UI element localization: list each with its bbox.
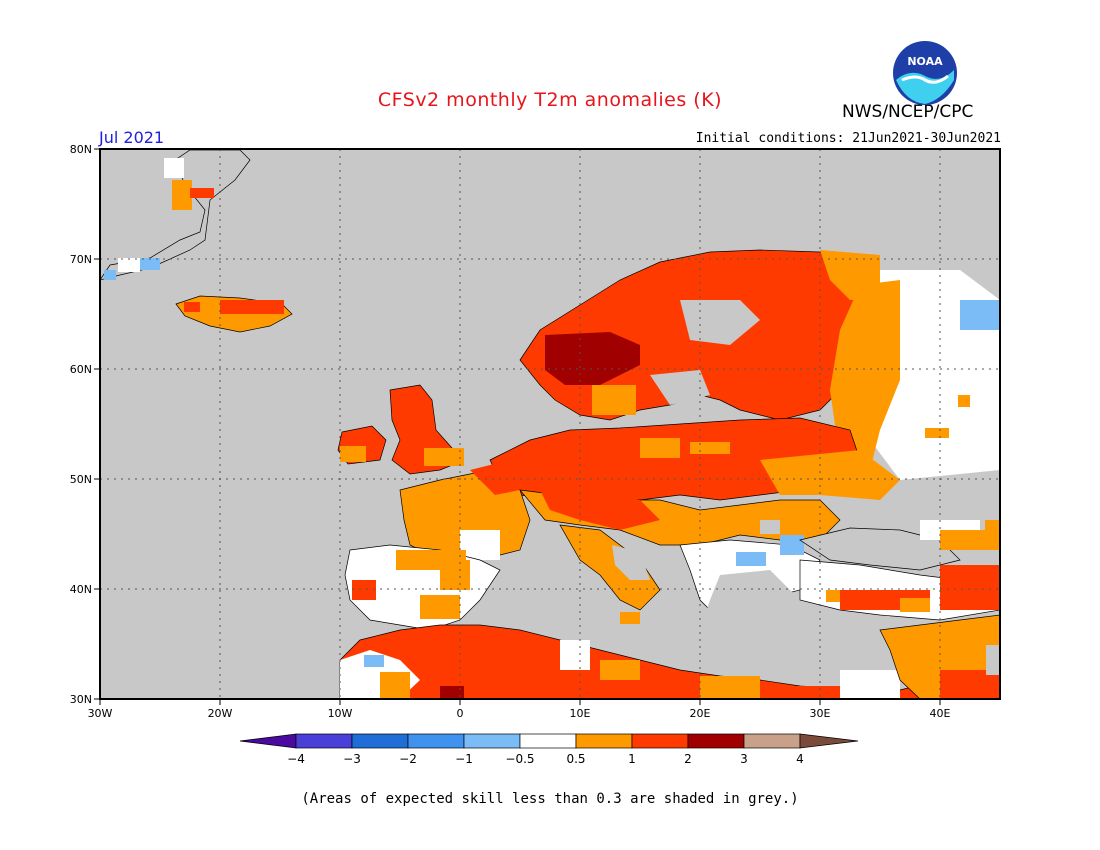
- lat-label-60n: 60N: [70, 363, 92, 376]
- legend-label-3: 3: [740, 752, 748, 766]
- lon-label-30e: 30E: [810, 707, 831, 720]
- legend-swatch-6: [575, 733, 633, 749]
- legend-label-2: 2: [684, 752, 692, 766]
- legend-swatch-8: [687, 733, 745, 749]
- land-regions: [99, 149, 1001, 700]
- lon-label-30w: 30W: [88, 707, 113, 720]
- legend-swatch-1: [295, 733, 353, 749]
- legend-label-05: 0.5: [566, 752, 585, 766]
- legend-swatch-0: [239, 733, 297, 749]
- legend-swatch-4: [463, 733, 521, 749]
- lon-label-20e: 20E: [690, 707, 711, 720]
- lon-label-40e: 40E: [930, 707, 951, 720]
- lat-label-70n: 70N: [70, 253, 92, 266]
- initial-conditions: Initial conditions: 21Jun2021-30Jun2021: [695, 131, 1001, 146]
- legend-swatch-7: [631, 733, 689, 749]
- noaa-logo-icon: NOAA: [893, 41, 957, 105]
- lat-label-40n: 40N: [70, 583, 92, 596]
- legend-label-minus1: −1: [455, 752, 473, 766]
- lon-label-20w: 20W: [208, 707, 233, 720]
- map-ticks: [94, 148, 941, 705]
- map-panel: 80N 70N 60N 50N 40N 30N 30W 20W 10W 0 10…: [70, 143, 1001, 720]
- lat-label-50n: 50N: [70, 473, 92, 486]
- legend-swatch-9: [743, 733, 801, 749]
- legend-label-minus2: −2: [399, 752, 417, 766]
- forecast-period: Jul 2021: [99, 128, 165, 147]
- skill-note: (Areas of expected skill less than 0.3 a…: [301, 791, 799, 807]
- chart-title: CFSv2 monthly T2m anomalies (K): [377, 89, 723, 111]
- legend-label-1: 1: [628, 752, 636, 766]
- legend-label-4: 4: [796, 752, 804, 766]
- lat-label-80n: 80N: [70, 143, 92, 156]
- legend-swatch-10: [799, 733, 859, 749]
- noaa-logo-text: NOAA: [907, 55, 943, 68]
- lon-label-10e: 10E: [570, 707, 591, 720]
- legend-label-minus3: −3: [343, 752, 361, 766]
- legend-label-minus4: −4: [287, 752, 305, 766]
- lat-label-30n: 30N: [70, 693, 92, 706]
- legend-swatch-3: [407, 733, 465, 749]
- legend-swatch-2: [351, 733, 409, 749]
- map-frame: [99, 148, 1001, 700]
- lon-label-10w: 10W: [328, 707, 353, 720]
- agency-label: NWS/NCEP/CPC: [842, 102, 974, 122]
- legend-label-minus05: −0.5: [505, 752, 534, 766]
- color-legend: −4 −3 −2 −1 −0.5 0.5 1 2 3 4: [239, 733, 859, 766]
- legend-swatch-5: [519, 733, 577, 749]
- lon-label-0: 0: [457, 707, 464, 720]
- graticule: [100, 149, 1000, 699]
